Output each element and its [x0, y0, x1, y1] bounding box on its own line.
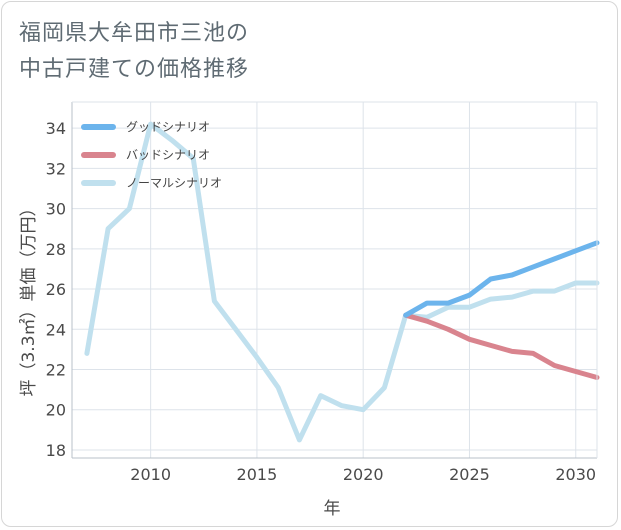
y-tick-label-32: 32: [46, 159, 66, 178]
tick-labels: 18 20 22 24 26 28 30 32 34 2010 2015 2020 2025 2030: [46, 119, 596, 484]
series-line-0: [403, 240, 600, 318]
chart-title-line-2: 中古戸建ての価格推移: [19, 57, 250, 82]
x-tick-label-2015: 2015: [237, 465, 278, 484]
y-tick-label-30: 30: [46, 200, 66, 219]
axes: [71, 101, 598, 459]
series-line-2: [84, 121, 600, 443]
y-axis-title: 坪（3.3㎡）単価（万円）: [19, 199, 39, 396]
legend-label-2: ノーマルシナリオ: [126, 176, 222, 190]
y-tick-label-22: 22: [46, 361, 66, 380]
x-axis-title: 年: [324, 499, 341, 519]
x-tick-label-2020: 2020: [343, 465, 384, 484]
chart-title-line-1: 福岡県大牟田市三池の: [19, 21, 250, 46]
x-tick-label-2030: 2030: [555, 465, 596, 484]
y-tick-label-20: 20: [46, 401, 66, 420]
legend-label-1: バッドシナリオ: [126, 148, 210, 162]
legend-label-0: グッドシナリオ: [126, 120, 210, 134]
chart-title: 福岡県大牟田市三池の 中古戸建ての価格推移: [19, 16, 579, 88]
series-line-1: [403, 312, 600, 380]
y-tick-label-34: 34: [46, 119, 66, 138]
y-tick-label-24: 24: [46, 320, 66, 339]
y-tick-label-18: 18: [46, 441, 66, 460]
series-layer: [84, 121, 600, 443]
y-tick-label-28: 28: [46, 240, 66, 259]
x-tick-label-2025: 2025: [449, 465, 490, 484]
x-tick-label-2010: 2010: [130, 465, 171, 484]
y-tick-label-26: 26: [46, 280, 66, 299]
grid-lines: [72, 102, 597, 458]
